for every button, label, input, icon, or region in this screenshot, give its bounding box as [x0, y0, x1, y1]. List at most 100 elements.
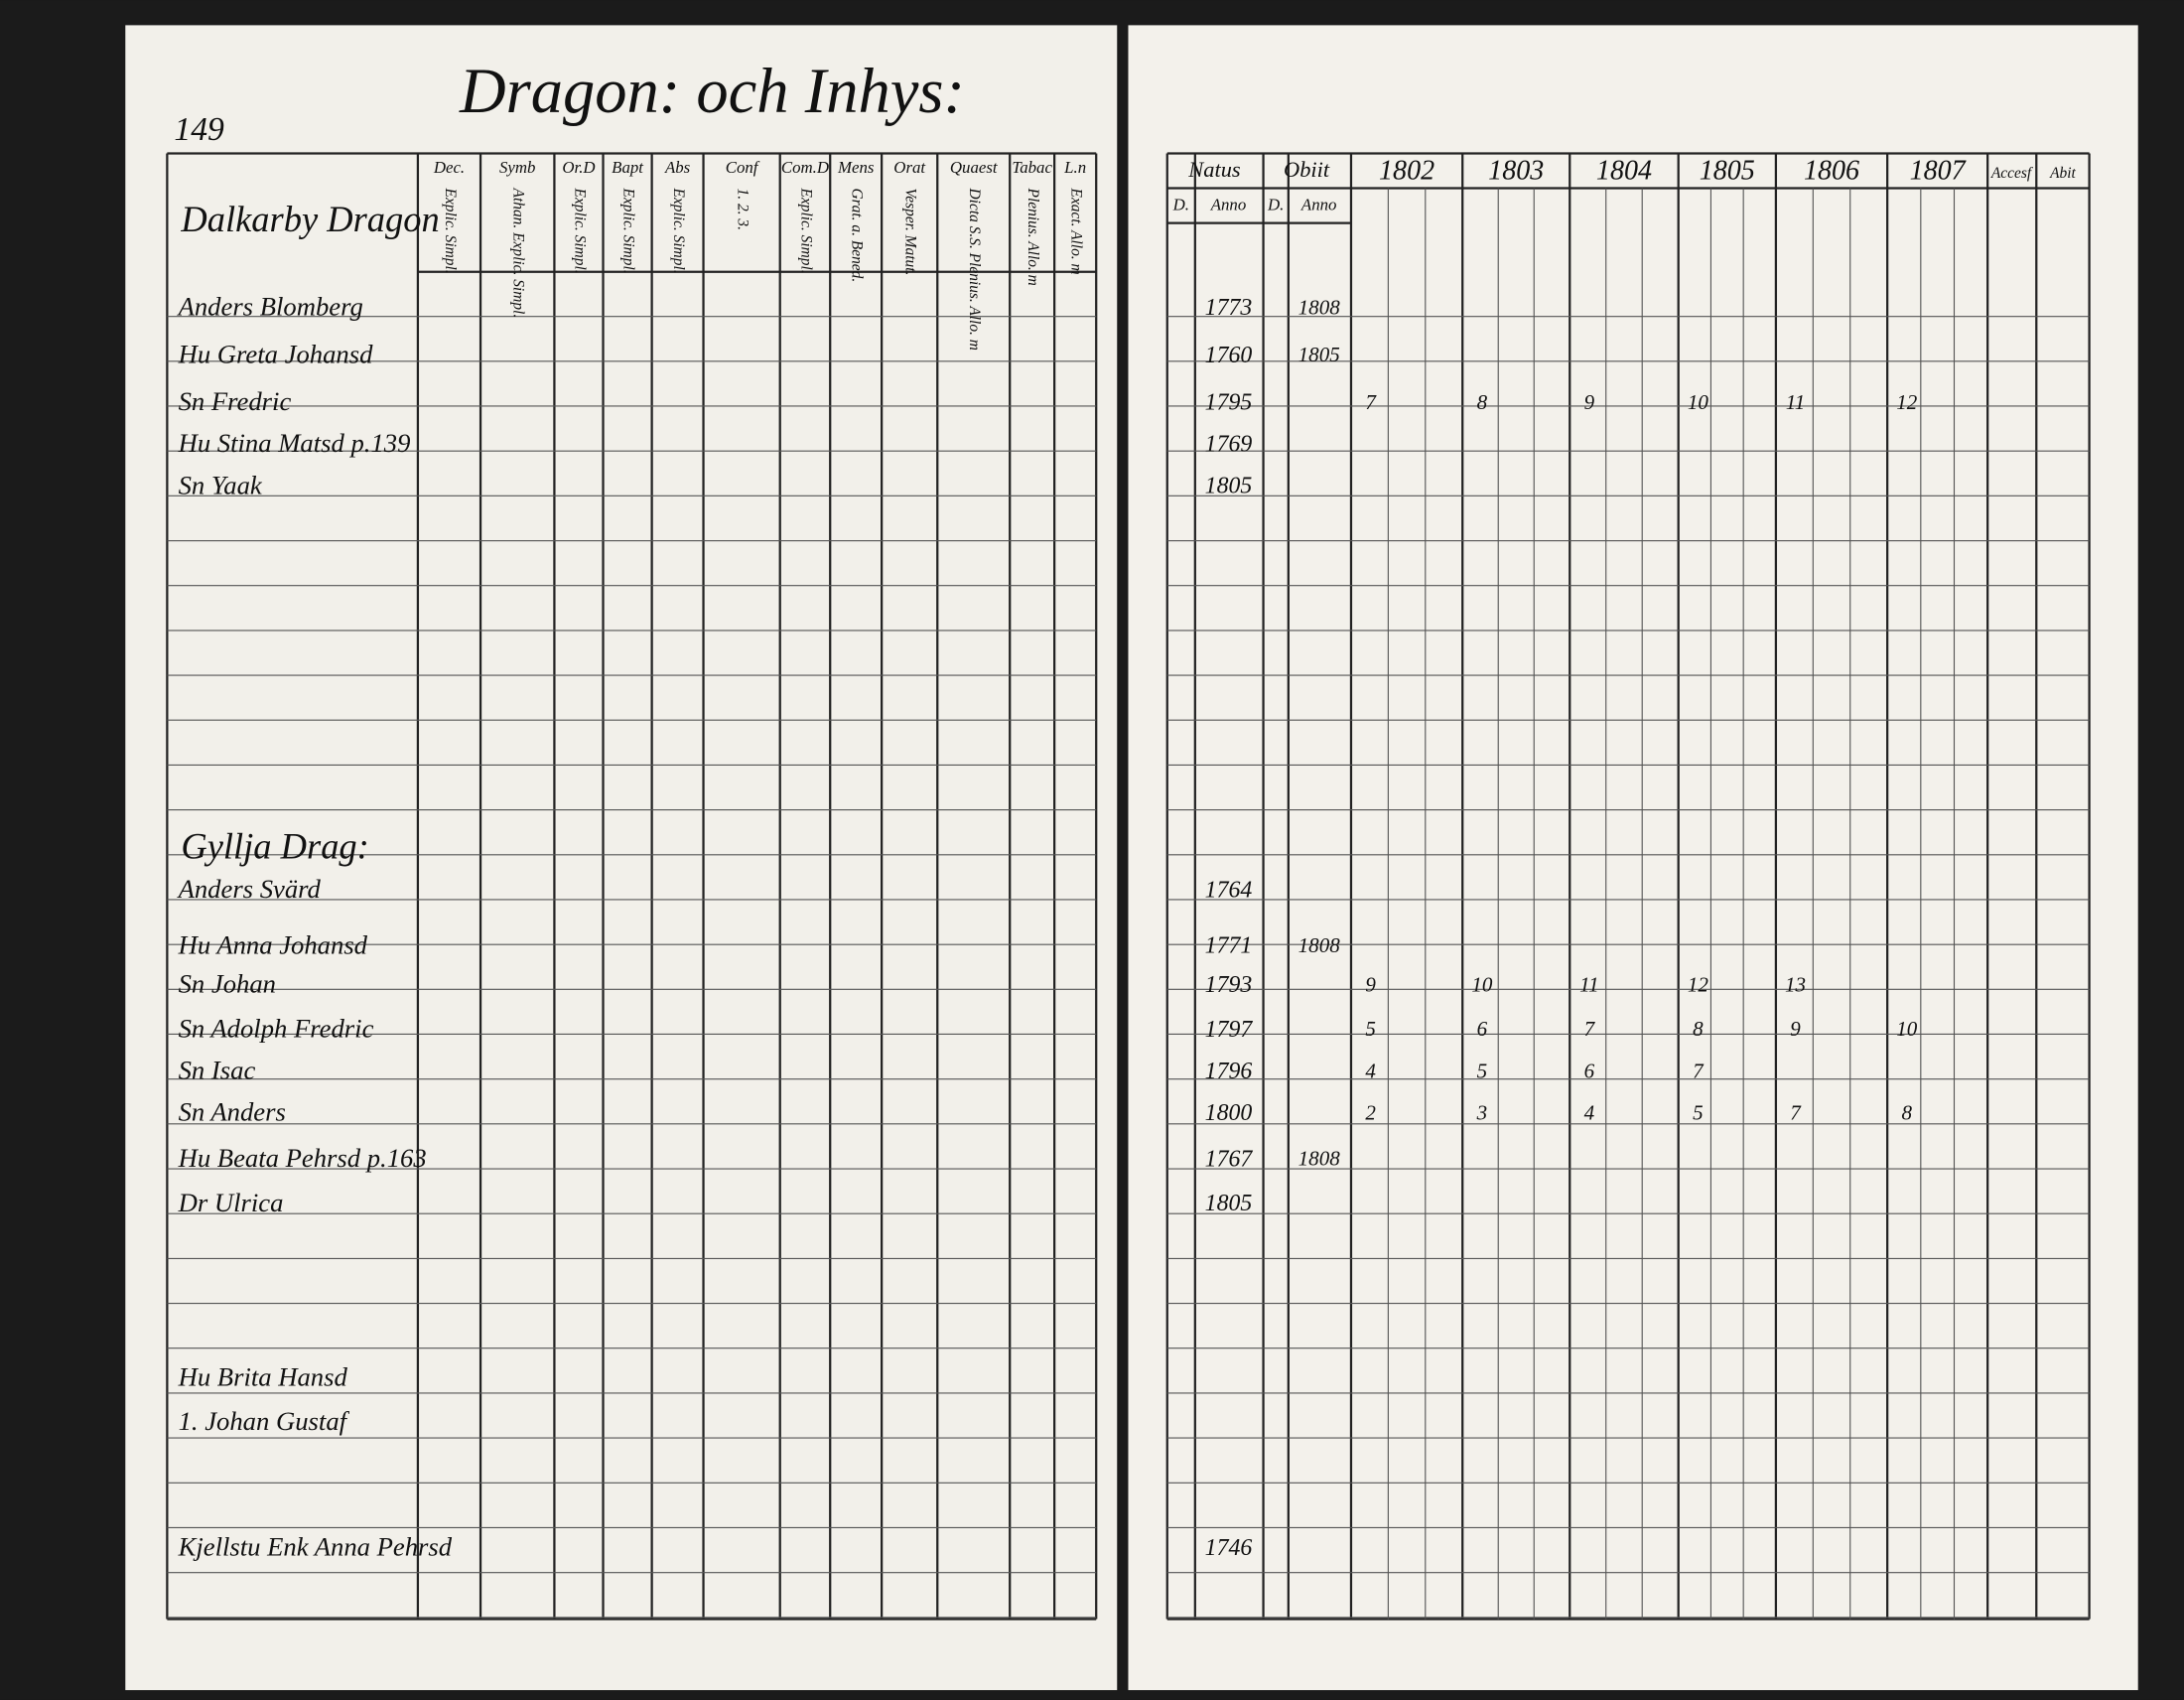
age: 7 [1584, 1017, 1596, 1041]
age: 8 [1477, 390, 1488, 414]
death-year: 1808 [1298, 295, 1341, 319]
birth-year: 1773 [1205, 295, 1253, 321]
person-name: Sn Fredric [179, 386, 292, 416]
year-header: 1807 [1910, 156, 1967, 187]
natus-header: Natus [1187, 157, 1241, 182]
column-subheader: Explic. Simpl. [620, 188, 637, 274]
right-page [1128, 25, 2138, 1691]
column-header: Abs [664, 158, 691, 177]
column-header: Conf [726, 158, 760, 177]
column-subheader: Plenius. Allo. m [1024, 188, 1041, 286]
birth-year: 1764 [1205, 878, 1253, 904]
person-name: Sn Johan [179, 969, 276, 999]
person-name: Sn Adolph Fredric [179, 1014, 374, 1044]
death-year: 1808 [1298, 933, 1341, 957]
abiit-header: Abit [2049, 165, 2076, 182]
sub-header: D. [1267, 196, 1284, 214]
birth-year: 1797 [1205, 1017, 1254, 1043]
person-name: Anders Svärd [177, 874, 322, 904]
age: 8 [1902, 1100, 1913, 1124]
column-subheader: Vesper. Matut. [902, 189, 919, 276]
column-header: Quaest [950, 158, 999, 177]
person-name: Sn Anders [179, 1097, 286, 1127]
page-title: Dragon: och Inhys: [459, 55, 965, 126]
birth-year: 1769 [1205, 432, 1253, 458]
age: 7 [1693, 1059, 1705, 1082]
age: 4 [1584, 1100, 1595, 1124]
age: 7 [1365, 390, 1377, 414]
person-name: Kjellstu Enk Anna Pehrsd [178, 1531, 453, 1561]
age: 10 [1688, 390, 1709, 414]
birth-year: 1767 [1205, 1146, 1254, 1172]
age: 10 [1471, 972, 1493, 996]
person-name: Hu Anna Johansd [178, 929, 368, 959]
person-name: Hu Greta Johansd [178, 339, 374, 368]
age: 3 [1476, 1100, 1488, 1124]
column-subheader: Athan. Explic. Simpl. [510, 188, 527, 319]
age: 7 [1790, 1100, 1802, 1124]
column-header: Bapt [612, 158, 644, 177]
age: 6 [1584, 1059, 1595, 1082]
sub-header: Anno [1300, 196, 1337, 214]
birth-year: 1746 [1205, 1535, 1253, 1561]
birth-year: 1760 [1205, 343, 1253, 368]
age: 2 [1365, 1100, 1376, 1124]
column-header: Mens [837, 158, 875, 177]
column-header: Symb [499, 158, 535, 177]
birth-year: 1800 [1205, 1100, 1253, 1126]
column-subheader: Explic. Simpl. [442, 188, 459, 274]
sub-header: D. [1172, 196, 1189, 214]
birth-year: 1795 [1205, 389, 1253, 415]
section-heading: Gyllja Drag: [181, 826, 368, 866]
accessit-header: Accesf [1990, 165, 2034, 182]
death-year: 1805 [1298, 343, 1340, 366]
column-subheader: Exact. Allo. m [1068, 188, 1085, 275]
person-name: Hu Brita Hansd [178, 1361, 348, 1391]
year-header: 1804 [1596, 156, 1652, 187]
column-header: Com.D [781, 158, 829, 177]
person-name: 1. Johan Gustaf [179, 1406, 350, 1436]
column-subheader: Dicta S.S. Plenius. Allo. m [966, 188, 983, 351]
person-name: Dr Ulrica [178, 1188, 284, 1217]
person-name: Anders Blomberg [177, 292, 363, 322]
column-header: Tabac [1012, 158, 1052, 177]
age: 5 [1365, 1017, 1376, 1041]
obiit-header: Obiit [1284, 157, 1330, 182]
column-header: Or.D [562, 158, 595, 177]
birth-year: 1805 [1205, 1191, 1253, 1216]
age: 5 [1693, 1100, 1704, 1124]
column-header: Orat [893, 158, 926, 177]
birth-year: 1793 [1205, 972, 1253, 998]
age: 6 [1477, 1017, 1488, 1041]
column-subheader: Explic. Simpl. [571, 188, 588, 274]
person-name: Sn Yaak [179, 470, 263, 499]
age: 12 [1688, 972, 1709, 996]
column-subheader: Explic. Simpl. [797, 188, 814, 274]
person-name: Sn Isac [179, 1056, 256, 1085]
birth-year: 1796 [1205, 1059, 1253, 1084]
death-year: 1808 [1298, 1147, 1341, 1171]
person-name: Hu Stina Matsd p.139 [178, 428, 411, 458]
age: 4 [1365, 1059, 1376, 1082]
year-header: 1802 [1379, 156, 1434, 187]
section-heading: Dalkarby Dragon [180, 200, 439, 239]
age: 8 [1693, 1017, 1704, 1041]
age: 12 [1896, 390, 1918, 414]
page-number: 149 [174, 111, 224, 148]
year-header: 1806 [1804, 156, 1859, 187]
year-header: 1805 [1700, 156, 1755, 187]
column-header: L.n [1063, 158, 1086, 177]
birth-year: 1805 [1205, 474, 1253, 499]
year-header: 1803 [1488, 156, 1544, 187]
age: 5 [1477, 1059, 1488, 1082]
age: 9 [1365, 972, 1376, 996]
sub-header: Anno [1210, 196, 1247, 214]
age: 13 [1785, 972, 1806, 996]
age: 9 [1584, 390, 1595, 414]
column-subheader: Explic. Simpl. [670, 188, 687, 274]
column-subheader: 1. 2. 3. [735, 189, 751, 230]
column-header: Dec. [433, 158, 465, 177]
person-name: Hu Beata Pehrsd p.163 [178, 1143, 427, 1173]
